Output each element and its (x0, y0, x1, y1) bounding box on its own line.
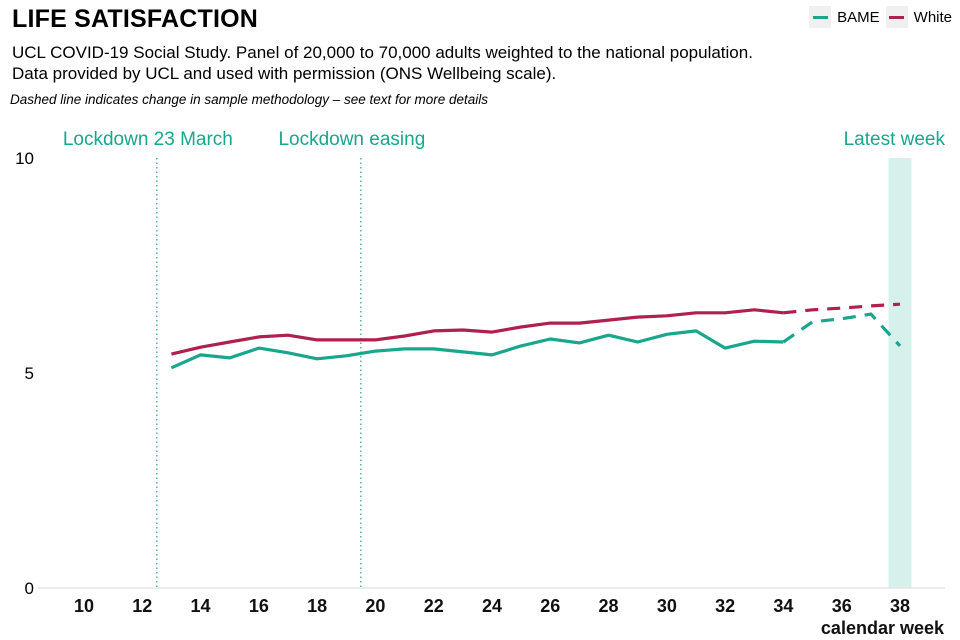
x-axis-label: calendar week (821, 618, 945, 638)
series-line-white (171, 308, 784, 356)
legend-swatch-white (889, 15, 905, 19)
series-line-dashed-bame (782, 312, 902, 347)
x-tick-label: 26 (540, 596, 560, 616)
x-tick-label: 12 (132, 596, 152, 616)
x-tick-label: 10 (74, 596, 94, 616)
chart-subtitle: UCL COVID-19 Social Study. Panel of 20,0… (12, 42, 753, 84)
y-tick-label: 0 (25, 579, 34, 598)
y-tick-label: 5 (25, 364, 34, 383)
x-tick-label: 22 (424, 596, 444, 616)
legend-label-bame: BAME (837, 8, 880, 26)
methodology-note: Dashed line indicates change in sample m… (10, 92, 489, 107)
legend-key-white (885, 6, 908, 28)
legend-label-white: White (913, 8, 952, 26)
legend: BAME White (803, 6, 952, 28)
latest-week-band (888, 158, 912, 588)
x-tick-label: 18 (307, 596, 327, 616)
x-tick-label: 36 (832, 596, 852, 616)
subtitle-line-2: Data provided by UCL and used with permi… (12, 64, 557, 83)
x-tick-label: 32 (715, 596, 735, 616)
x-tick-label: 30 (657, 596, 677, 616)
legend-item-bame: BAME (809, 6, 880, 28)
x-tick-label: 20 (365, 596, 385, 616)
x-tick-label: 14 (191, 596, 211, 616)
legend-item-white: White (885, 6, 952, 28)
legend-key-bame (809, 6, 832, 28)
annotation-lockdown-easing: Lockdown easing (278, 129, 425, 150)
x-tick-label: 38 (890, 596, 910, 616)
annotation-latest-week: Latest week (844, 129, 946, 150)
x-tick-label: 34 (773, 596, 793, 616)
x-tick-label: 16 (249, 596, 269, 616)
subtitle-line-1: UCL COVID-19 Social Study. Panel of 20,0… (12, 43, 753, 62)
x-tick-label: 24 (482, 596, 502, 616)
annotation-lockdown-23-march: Lockdown 23 March (63, 129, 233, 150)
y-tick-label: 10 (15, 149, 34, 168)
x-tick-label: 28 (599, 596, 619, 616)
legend-swatch-bame (812, 15, 828, 19)
series-line-bame (170, 329, 784, 370)
chart-title: LIFE SATISFACTION (12, 5, 258, 33)
series-line-dashed-white (783, 302, 901, 315)
